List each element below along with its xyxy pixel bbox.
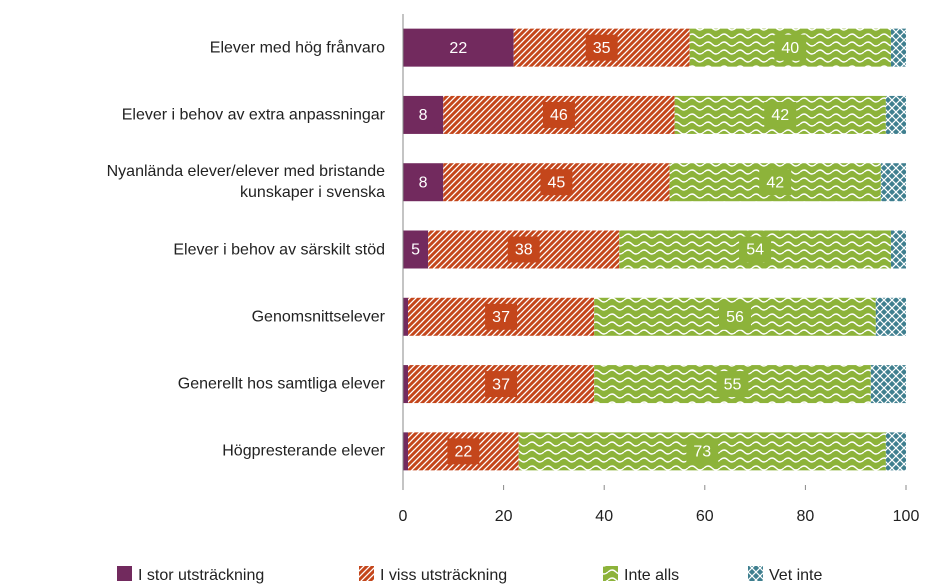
label-bg bbox=[764, 101, 797, 128]
bar-segment bbox=[885, 432, 906, 471]
value-label: 45 bbox=[548, 174, 566, 191]
value-label: 8 bbox=[419, 174, 428, 191]
y-tick-label: Elever i behov av extra anpassningar bbox=[121, 106, 385, 124]
label-bg bbox=[442, 34, 475, 61]
x-tick-label: 40 bbox=[595, 508, 613, 525]
legend-label: Vet inte bbox=[769, 567, 822, 584]
x-tick-label: 0 bbox=[399, 508, 408, 525]
legend-swatch bbox=[359, 566, 374, 581]
label-bg bbox=[585, 34, 618, 61]
legend-label: I stor utsträckning bbox=[138, 567, 264, 584]
bar-segment bbox=[890, 28, 906, 67]
y-tick-label: Genomsnittselever bbox=[251, 308, 385, 326]
label-bg bbox=[447, 438, 480, 465]
y-tick-label: Elever med hög frånvaro bbox=[209, 39, 385, 57]
y-tick-label: Högpresterande elever bbox=[222, 442, 385, 460]
value-label: 40 bbox=[781, 40, 799, 57]
x-tick-label: 100 bbox=[893, 508, 920, 525]
bar-segment bbox=[890, 230, 906, 269]
label-bg bbox=[404, 236, 428, 263]
bar-segment bbox=[403, 432, 409, 471]
label-bg bbox=[540, 169, 573, 196]
value-label: 54 bbox=[746, 242, 764, 259]
bar-segment bbox=[870, 365, 906, 404]
bar-segment bbox=[885, 95, 906, 134]
label-bg bbox=[686, 438, 719, 465]
value-label: 8 bbox=[419, 107, 428, 124]
y-tick-label: Elever i behov av särskilt stöd bbox=[173, 241, 385, 258]
value-label: 22 bbox=[454, 444, 472, 461]
label-bg bbox=[718, 303, 751, 330]
value-label: 55 bbox=[724, 376, 742, 393]
label-bg bbox=[716, 371, 749, 398]
value-label: 46 bbox=[550, 107, 568, 124]
label-bg bbox=[507, 236, 540, 263]
x-tick-label: 20 bbox=[495, 508, 513, 525]
x-tick-label: 60 bbox=[696, 508, 714, 525]
bar-segment bbox=[403, 297, 409, 336]
value-label: 56 bbox=[726, 309, 744, 326]
label-bg bbox=[411, 101, 435, 128]
bar-segment bbox=[880, 163, 906, 202]
label-bg bbox=[485, 371, 518, 398]
value-label: 42 bbox=[771, 107, 789, 124]
label-bg bbox=[759, 169, 792, 196]
value-label: 37 bbox=[492, 376, 510, 393]
legend-label: I viss utsträckning bbox=[380, 567, 507, 584]
value-label: 73 bbox=[693, 444, 711, 461]
value-label: 5 bbox=[411, 242, 420, 259]
y-tick-label: Generellt hos samtliga elever bbox=[177, 375, 385, 393]
label-bg bbox=[411, 169, 435, 196]
value-label: 22 bbox=[449, 40, 467, 57]
y-tick-label: Nyanlända elever/elever med bristande ku… bbox=[106, 163, 385, 202]
legend-swatch bbox=[748, 566, 763, 581]
label-bg bbox=[739, 236, 772, 263]
value-label: 42 bbox=[766, 174, 784, 191]
value-label: 35 bbox=[593, 40, 611, 57]
bar-segment bbox=[875, 297, 906, 336]
value-label: 38 bbox=[515, 242, 533, 259]
label-bg bbox=[542, 101, 575, 128]
label-bg bbox=[774, 34, 807, 61]
legend-swatch bbox=[603, 566, 618, 581]
label-bg bbox=[485, 303, 518, 330]
legend-label: Inte alls bbox=[624, 567, 679, 584]
legend-swatch bbox=[117, 566, 132, 581]
value-label: 37 bbox=[492, 309, 510, 326]
x-tick-label: 80 bbox=[797, 508, 815, 525]
bar-segment bbox=[403, 365, 409, 404]
